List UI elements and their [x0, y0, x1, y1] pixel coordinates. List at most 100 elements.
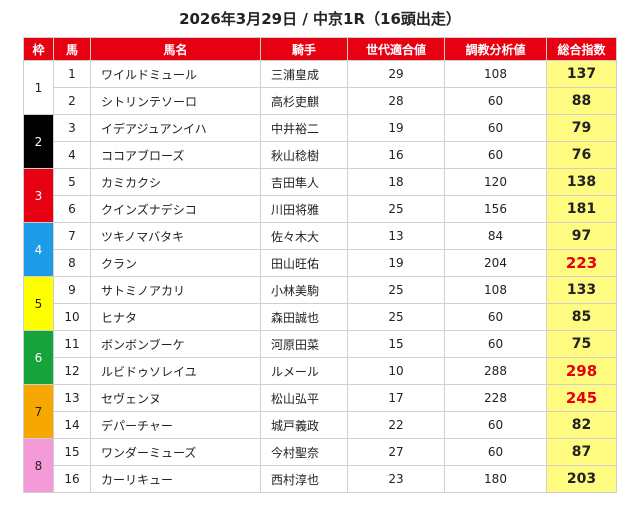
horse-name-cell: ボンボンブーケ: [90, 330, 261, 358]
sedai-value-cell: 15: [347, 330, 445, 358]
total-score-cell: 203: [546, 465, 617, 493]
uma-number-cell: 7: [53, 222, 91, 250]
horse-name-cell: セヴェンヌ: [90, 384, 261, 412]
table-body: 1 1 ワイルドミュール 三浦皇成 29 108 137 2 シトリンテソーロ 高杉吏麒 28 60 8…: [23, 60, 617, 493]
sedai-value-cell: 13: [347, 222, 445, 250]
table-row: 7 13 セヴェンヌ 松山弘平 17 228 245: [23, 384, 617, 439]
horse-name-cell: カーリキュー: [90, 465, 261, 493]
uma-number-cell: 13: [53, 384, 91, 412]
sedai-value-cell: 28: [347, 87, 445, 115]
table-row: 2 シトリンテソーロ 高杉吏麒 28 60 88: [24, 87, 617, 115]
sedai-value-cell: 29: [347, 60, 445, 88]
uma-number-cell: 3: [53, 114, 91, 142]
chokyo-value-cell: 60: [444, 438, 547, 466]
uma-number-cell: 16: [53, 465, 91, 493]
uma-number-cell: 5: [53, 168, 91, 196]
jockey-cell: 田山旺佑: [260, 249, 348, 277]
waku-cell: 1: [23, 60, 54, 115]
table-row: 8 15 ワンダーミューズ 今村聖奈 27 60 87: [23, 438, 617, 493]
table-row: 1 1 ワイルドミュール 三浦皇成 29 108 137: [23, 60, 617, 115]
horse-name-cell: サトミノアカリ: [90, 276, 261, 304]
chokyo-value-cell: 156: [444, 195, 547, 223]
table-row: 6 11 ボンボンブーケ 河原田菜 15 60 75: [23, 330, 617, 385]
sedai-value-cell: 16: [347, 141, 445, 169]
sedai-value-cell: 25: [347, 195, 445, 223]
sedai-value-cell: 18: [347, 168, 445, 196]
jockey-cell: 川田将雅: [260, 195, 348, 223]
header-chokyo: 調教分析値: [444, 37, 547, 61]
jockey-cell: 秋山稔樹: [260, 141, 348, 169]
jockey-cell: ルメール: [260, 357, 348, 385]
horse-name-cell: クラン: [90, 249, 261, 277]
horse-name-cell: シトリンテソーロ: [90, 87, 261, 115]
sedai-value-cell: 19: [347, 114, 445, 142]
sedai-value-cell: 25: [347, 303, 445, 331]
header-total: 総合指数: [546, 37, 617, 61]
chokyo-value-cell: 288: [444, 357, 547, 385]
table-row: 12 ルビドゥソレイユ ルメール 10 288 298: [24, 357, 617, 385]
total-score-cell: 138: [546, 168, 617, 196]
total-score-cell: 75: [546, 330, 617, 358]
chokyo-value-cell: 60: [444, 411, 547, 439]
horse-name-cell: カミカクシ: [90, 168, 261, 196]
horse-name-cell: デパーチャー: [90, 411, 261, 439]
chokyo-value-cell: 108: [444, 60, 547, 88]
waku-cell: 3: [23, 168, 54, 223]
jockey-cell: 西村淳也: [260, 465, 348, 493]
total-score-cell: 137: [546, 60, 617, 88]
chokyo-value-cell: 60: [444, 303, 547, 331]
chokyo-value-cell: 60: [444, 330, 547, 358]
uma-number-cell: 4: [53, 141, 91, 169]
waku-cell: 2: [23, 114, 54, 169]
uma-number-cell: 10: [53, 303, 91, 331]
waku-cell: 5: [23, 276, 54, 331]
jockey-cell: 中井裕二: [260, 114, 348, 142]
sedai-value-cell: 17: [347, 384, 445, 412]
table-header-row: 枠 馬 馬名 騎手 世代適合値 調教分析値 総合指数: [23, 37, 617, 61]
sedai-value-cell: 25: [347, 276, 445, 304]
horse-name-cell: ヒナタ: [90, 303, 261, 331]
waku-cell: 6: [23, 330, 54, 385]
jockey-cell: 城戸義政: [260, 411, 348, 439]
jockey-cell: 河原田菜: [260, 330, 348, 358]
chokyo-value-cell: 228: [444, 384, 547, 412]
uma-number-cell: 14: [53, 411, 91, 439]
table-row: 8 クラン 田山旺佑 19 204 223: [24, 249, 617, 277]
table-row: 4 7 ツキノマバタキ 佐々木大 13 84 97: [23, 222, 617, 277]
sedai-value-cell: 23: [347, 465, 445, 493]
table-row: 5 9 サトミノアカリ 小林美駒 25 108 133: [23, 276, 617, 331]
chokyo-value-cell: 60: [444, 87, 547, 115]
page-title: 2026年3月29日 / 中京1R（16頭出走）: [179, 10, 461, 28]
uma-number-cell: 11: [53, 330, 91, 358]
uma-number-cell: 6: [53, 195, 91, 223]
race-table: 枠 馬 馬名 騎手 世代適合値 調教分析値 総合指数 1 1 ワイルドミュール 三浦皇…: [23, 37, 617, 493]
horse-name-cell: ワンダーミューズ: [90, 438, 261, 466]
waku-cell: 7: [23, 384, 54, 439]
header-uma: 馬: [53, 37, 91, 61]
table-row: 4 ココアブローズ 秋山稔樹 16 60 76: [24, 141, 617, 169]
uma-number-cell: 8: [53, 249, 91, 277]
horse-name-cell: クインズナデシコ: [90, 195, 261, 223]
jockey-cell: 小林美駒: [260, 276, 348, 304]
jockey-cell: 高杉吏麒: [260, 87, 348, 115]
sedai-value-cell: 22: [347, 411, 445, 439]
uma-number-cell: 2: [53, 87, 91, 115]
total-score-cell: 82: [546, 411, 617, 439]
horse-name-cell: ツキノマバタキ: [90, 222, 261, 250]
total-score-cell: 87: [546, 438, 617, 466]
table-row: 2 3 イデアジュアンイハ 中井裕二 19 60 79: [23, 114, 617, 169]
sedai-value-cell: 10: [347, 357, 445, 385]
header-name: 馬名: [90, 37, 261, 61]
waku-cell: 4: [23, 222, 54, 277]
chokyo-value-cell: 120: [444, 168, 547, 196]
table-row: 14 デパーチャー 城戸義政 22 60 82: [24, 411, 617, 439]
total-score-cell: 245: [546, 384, 617, 412]
chokyo-value-cell: 204: [444, 249, 547, 277]
total-score-cell: 76: [546, 141, 617, 169]
table-row: 3 5 カミカクシ 吉田隼人 18 120 138: [23, 168, 617, 223]
total-score-cell: 133: [546, 276, 617, 304]
table-row: 10 ヒナタ 森田誠也 25 60 85: [24, 303, 617, 331]
horse-name-cell: ココアブローズ: [90, 141, 261, 169]
total-score-cell: 97: [546, 222, 617, 250]
jockey-cell: 吉田隼人: [260, 168, 348, 196]
